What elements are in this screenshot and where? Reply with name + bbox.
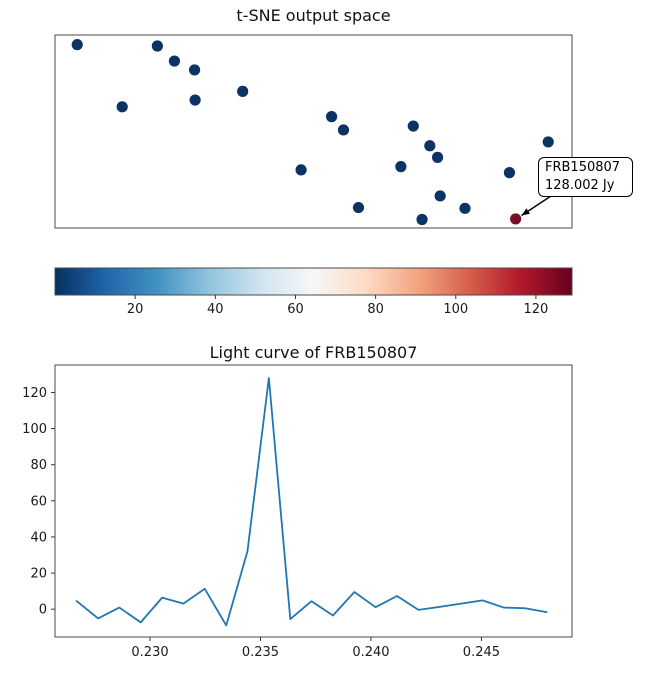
scatter-point [188,64,201,76]
scatter-point [395,161,407,173]
scatter-point [416,213,428,226]
annotation-callout: FRB150807 128.002 Jy [538,157,633,197]
colorbar-tick-label: 80 [367,302,384,317]
scatter-point [542,136,554,148]
x-tick-label: 0.230 [131,645,168,660]
colorbar-tick-label: 120 [524,302,549,317]
lightcurve-line [75,377,548,627]
scatter-title: t-SNE output space [236,6,391,25]
y-tick-label: 20 [30,567,47,582]
x-tick-label: 0.235 [242,645,279,660]
y-tick-label: 120 [22,386,47,401]
annotation-peak-flux: 128.002 Jy [545,177,615,193]
colorbar-tick-label: 60 [287,302,304,317]
scatter-point [116,101,128,113]
lightcurve-title: Light curve of FRB150807 [209,343,418,362]
colorbar-tick-label: 100 [443,302,468,317]
colorbar-gradient [55,268,572,295]
scatter-point [151,40,163,52]
x-tick-label: 0.245 [463,645,500,660]
scatter-point [503,167,516,179]
scatter-point [434,190,446,202]
scatter-point [407,120,419,132]
scatter-point [424,140,436,152]
colorbar-frame [54,267,573,296]
y-tick-label: 0 [39,603,47,618]
colorbar-tick-label: 40 [207,302,224,317]
y-tick-label: 60 [30,494,47,509]
y-tick-label: 80 [30,458,47,473]
scatter-frame [54,34,573,229]
scatter-point [337,124,350,136]
scatter-point [352,201,365,214]
scatter-highlight-point [510,213,522,225]
scatter-point [431,151,444,163]
lightcurve-frame [54,364,573,638]
scatter-point [168,55,181,67]
x-tick-label: 0.240 [352,645,389,660]
y-tick-label: 100 [22,422,47,437]
scatter-point [459,202,471,214]
annotation-frb-name: FRB150807 [545,160,621,175]
scatter-point [71,39,83,51]
scatter-point [325,111,338,123]
scatter-point [237,85,249,97]
scatter-point [295,164,307,176]
y-tick-label: 40 [30,530,47,545]
annotation-arrow-head [521,208,530,216]
scatter-point [189,94,201,106]
colorbar-tick-label: 20 [127,302,144,317]
